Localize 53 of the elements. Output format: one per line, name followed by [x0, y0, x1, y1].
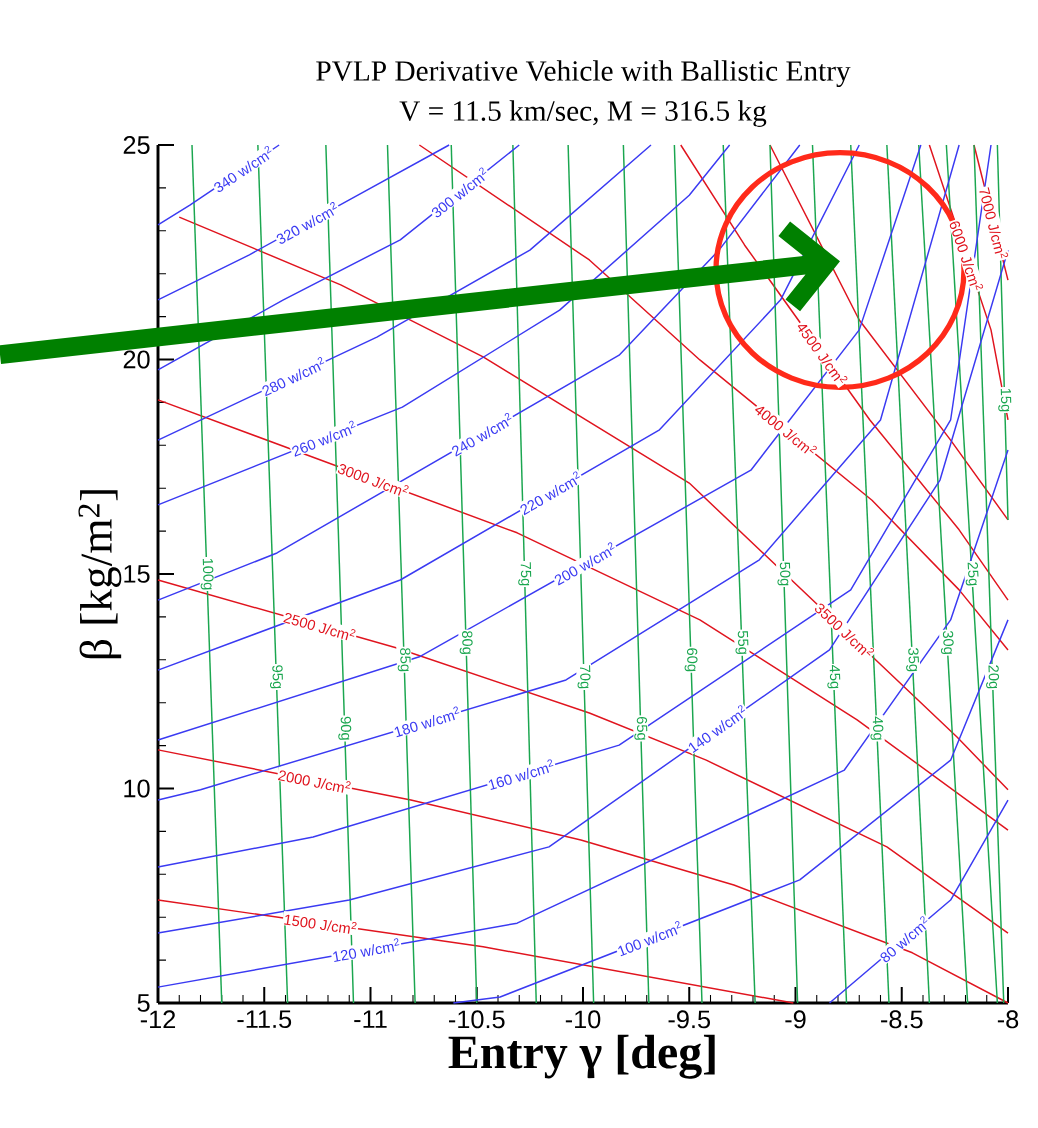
text: 15g [998, 388, 1012, 412]
text: 320 w/cm$^{2}$ [276, 202, 337, 244]
chart-subtitle: V = 11.5 km/sec, M = 316.5 kg [399, 100, 767, 127]
y-tick-label: 25 [123, 136, 150, 154]
text: 160 w/cm$^{2}$ [488, 759, 554, 791]
text: 220 w/cm$^{2}$ [520, 471, 580, 516]
x-tick-label: -10 [565, 1010, 601, 1029]
text: 90g [338, 716, 352, 740]
text: 240 w/cm$^{2}$ [452, 412, 512, 457]
x-tick-label: -9.5 [668, 1010, 711, 1029]
text: 200 w/cm$^{2}$ [554, 542, 615, 586]
y-tick-label: 10 [124, 779, 150, 798]
chart-title: PVLP Derivative Vehicle with Ballistic Entry [316, 60, 851, 87]
text: 30g [940, 630, 954, 655]
text: 340 w/cm$^{2}$ [214, 145, 272, 193]
text: 3000 J/cm$^{2}$ [337, 464, 409, 496]
x-tick-label: -11.5 [237, 1010, 292, 1029]
text: 80g [459, 631, 473, 654]
text: 4000 J/cm$^{2}$ [755, 406, 817, 454]
text: 40g [870, 716, 884, 740]
text: 45g [827, 665, 841, 689]
y-axis-title: β [kg/m$^{2}$] [78, 490, 122, 659]
text: 65g [634, 716, 648, 740]
x-axis-title: Entry γ [deg] [448, 1034, 715, 1079]
text: 280 w/cm$^{2}$ [262, 357, 325, 397]
x-tick-label: -8.5 [881, 1010, 923, 1029]
x-tick-label: -12 [140, 1010, 176, 1029]
text: 95g [269, 665, 283, 689]
x-tick-label: -11 [354, 1010, 387, 1028]
text: 55g [735, 631, 749, 655]
y-tick-label: 5 [137, 994, 150, 1012]
text: 70g [577, 665, 591, 689]
text: 25g [965, 562, 979, 586]
text: 180 w/cm$^{2}$ [394, 706, 460, 738]
text: 20g [986, 665, 1000, 689]
text: 75g [518, 562, 532, 586]
text: 60g [684, 648, 698, 672]
text: 2000 J/cm$^{2}$ [277, 770, 351, 793]
y-tick-label: 15 [124, 565, 150, 583]
text: 260 w/cm$^{2}$ [292, 420, 356, 457]
text: 7000 J/cm$^{2}$ [979, 187, 1009, 259]
text: 85g [397, 648, 411, 672]
y-tick-label: 20 [123, 350, 150, 369]
text: 100g [200, 558, 214, 590]
text: 120 w/cm$^{2}$ [333, 938, 400, 962]
text: 2500 J/cm$^{2}$ [283, 612, 356, 641]
text: 100 w/cm$^{2}$ [618, 921, 682, 957]
x-tick-label: -9 [785, 1010, 806, 1029]
text: 35g [906, 648, 919, 672]
x-tick-label: -10.5 [449, 1010, 505, 1029]
text: 50g [777, 562, 791, 586]
x-tick-label: -8 [997, 1010, 1019, 1029]
text: 1500 J/cm$^{2}$ [284, 914, 357, 934]
